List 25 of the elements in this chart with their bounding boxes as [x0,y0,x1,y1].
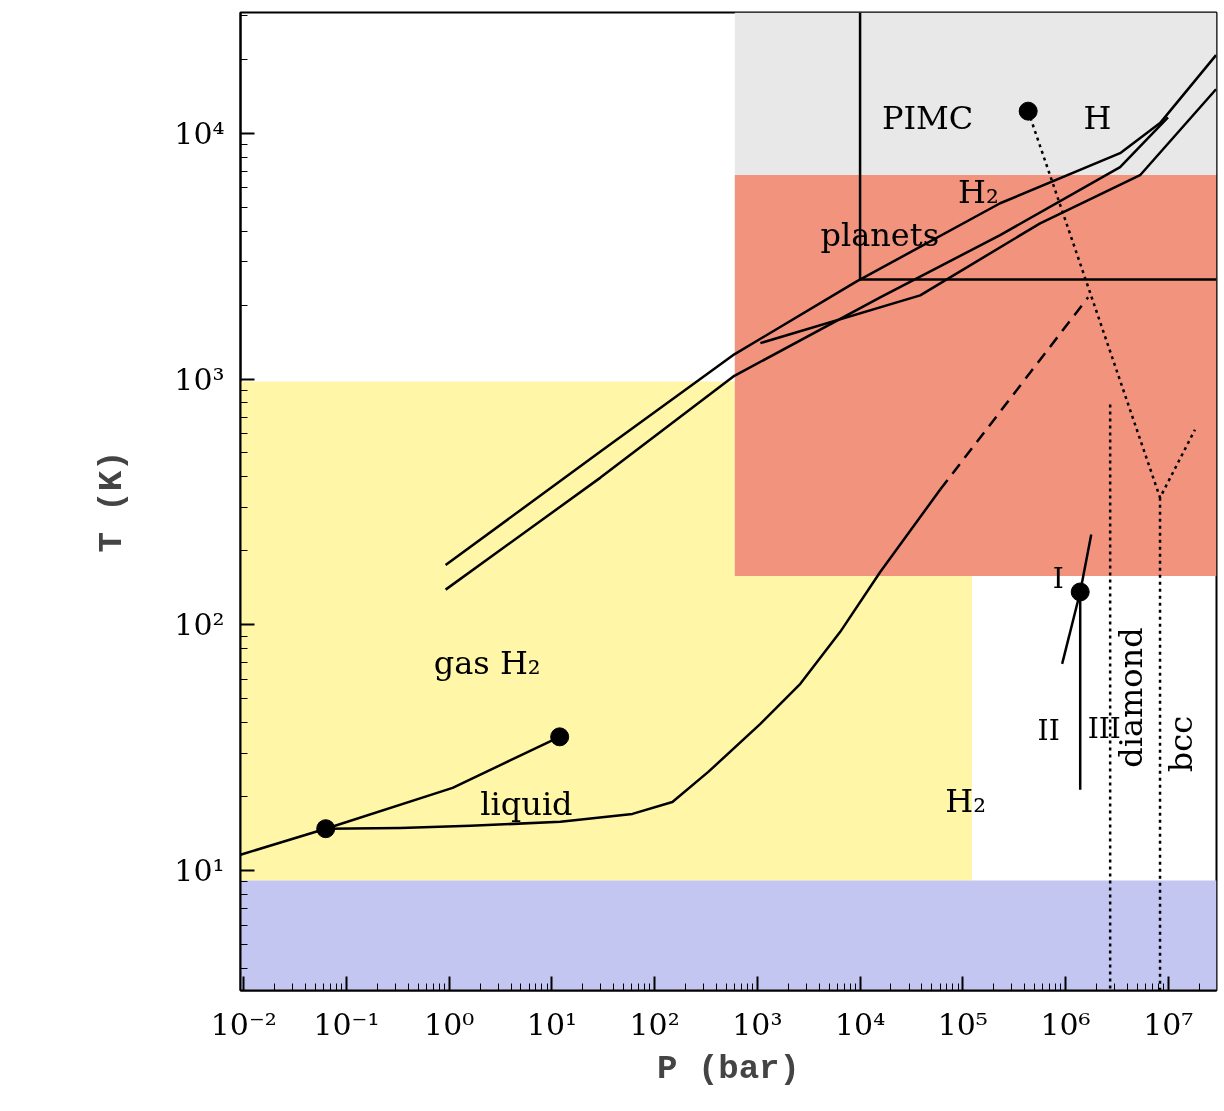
x-tick-label: 10⁻¹ [313,1006,380,1042]
annotation: gas H₂ [433,643,541,682]
x-tick-label: 10⁷ [1143,1006,1194,1042]
x-tick-label: 10¹ [526,1006,578,1042]
x-tick-label: 10⁴ [834,1006,886,1042]
annotation: II [1037,713,1060,747]
x-tick-label: 10³ [732,1006,783,1042]
x-tick-label: 10⁵ [937,1006,988,1042]
annotation: H₂ [945,781,987,820]
annotation: I [1052,562,1064,596]
text: bcc [1162,715,1201,773]
y-axis-title: T (K) [93,450,132,553]
annotation: PIMC [881,99,974,138]
x-axis-title: P (bar) [657,1049,800,1088]
annotation: H₂ [957,173,999,212]
y-tick-label: 10³ [174,361,225,397]
x-tick-label: 10⁶ [1040,1006,1091,1042]
y-tick-label: 10⁴ [174,115,225,151]
x-tick-label: 10⁰ [424,1006,475,1042]
y-tick-label: 10² [174,607,225,643]
x-tick-label: 10² [629,1006,680,1042]
x-tick-label: 10⁻² [210,1006,277,1042]
y-tick-label: 10¹ [174,853,225,889]
annotation: H [1083,99,1112,138]
annotation: liquid [480,784,573,823]
